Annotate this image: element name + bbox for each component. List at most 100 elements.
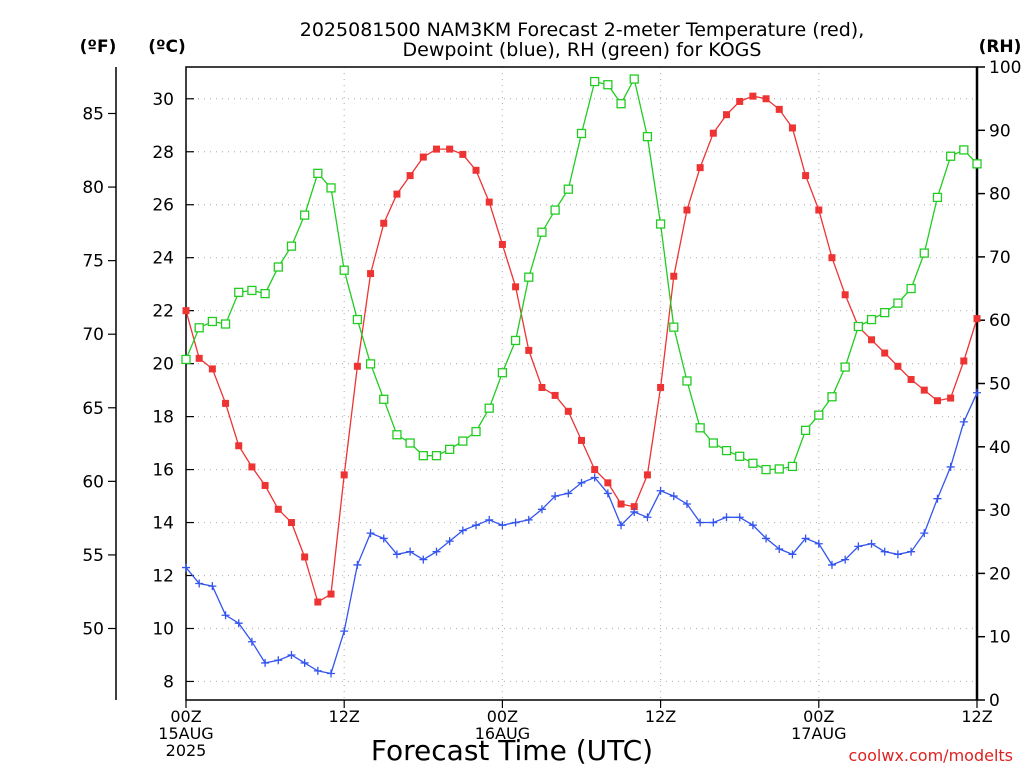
temperature-point [709,129,717,137]
dewpoint-point [392,550,401,559]
rh-point [590,76,600,87]
rh-point [471,426,481,437]
x-tick-label: 12Z [645,707,676,726]
rh-tick-label: 20 [989,564,1011,584]
rh-point [708,438,718,448]
rh-point [313,168,323,178]
temperature-point [314,598,322,606]
x-tick-label: 00Z [170,707,201,726]
rh-point [774,464,784,474]
dewpoint-point [432,547,441,556]
rh-point [616,99,626,109]
rh-point [919,248,929,258]
rh-point [735,451,745,461]
temperature-point [498,240,506,248]
grid-lines [186,67,977,700]
dewpoint-point [379,534,388,543]
rh-point [273,262,283,272]
dewpoint-point [353,560,362,569]
temperature-point [894,362,902,370]
temperature-point [551,391,559,399]
celsius-tick-label: 14 [152,514,174,534]
x-tick-date-label: 16AUG [475,724,530,743]
temperature-point [723,111,731,119]
x-tick-label: 00Z [803,707,834,726]
temperature-point [960,357,968,365]
x-tick-label: 12Z [961,707,992,726]
dewpoint-point [511,518,520,527]
rh-tick-label: 0 [989,691,1000,711]
dewpoint-point [854,542,863,551]
rh-point [853,321,863,332]
dewpoint-point [973,388,981,397]
temperature-point [287,519,295,527]
rh-point [194,323,204,333]
rh-point [445,444,455,454]
dewpoint-point [485,515,494,524]
temperature-point [933,397,941,405]
temperature-point [815,206,823,214]
dewpoint-point [669,492,678,501]
dewpoint-point [287,650,296,659]
celsius-tick-label: 12 [152,567,174,587]
rh-tick-label: 50 [989,375,1011,395]
dewpoint-point [366,529,375,538]
rh-point [814,410,824,420]
dewpoint-point [472,521,481,530]
temperature-point [485,198,493,206]
dewpoint-point [814,539,823,548]
rh-point [550,205,560,215]
temperature-point [235,442,243,450]
x-tick-date-label: 17AUG [791,724,846,743]
dewpoint-point [313,666,322,675]
temperature-point [643,471,651,479]
dewpoint-point [603,489,612,498]
dewpoint-point [590,473,599,482]
rh-point [629,74,639,84]
temperature-point [630,503,638,511]
rh-point [880,307,890,318]
dewpoint-point [827,560,836,569]
dewpoint-point [735,513,744,522]
fahrenheit-tick-label: 55 [82,546,104,566]
dewpoint-point [564,489,573,498]
dewpoint-point [788,550,797,559]
temperature-point [327,590,335,598]
dewpoint-point [195,579,204,588]
rh-point [365,359,376,369]
dewpoint-point [234,619,243,628]
temperature-point [564,407,572,415]
temperature-point [406,172,414,180]
dewpoint-point [537,505,546,514]
celsius-tick-label: 30 [152,90,174,110]
temperature-point [841,291,849,299]
temperature-point [419,153,427,161]
rh-tick-label: 10 [989,628,1011,648]
rh-point [932,192,943,203]
rh-point [893,298,903,308]
rh-point [260,288,270,299]
rh-point [603,80,613,90]
x-tick-label: 12Z [329,707,360,726]
temperature-point [775,105,783,113]
rh-point [682,376,692,386]
rh-point [339,265,349,275]
dewpoint-point [959,417,968,426]
dewpoint-point [762,534,771,543]
rh-point [352,314,363,325]
celsius-tick-label: 22 [152,302,174,322]
temperature-point [907,376,915,384]
dewpoint-point [920,529,929,538]
celsius-tick-label: 18 [152,408,174,428]
dewpoint-point [419,555,428,564]
axes [115,66,979,701]
temperature-point [432,145,440,153]
temperature-point [472,166,480,174]
rh-tick-label: 90 [989,121,1011,141]
dewpoint-point [274,656,283,665]
rh-point [972,159,982,169]
rh-point [326,183,336,193]
celsius-tick-label: 16 [152,461,174,481]
temperature-point [393,190,401,198]
